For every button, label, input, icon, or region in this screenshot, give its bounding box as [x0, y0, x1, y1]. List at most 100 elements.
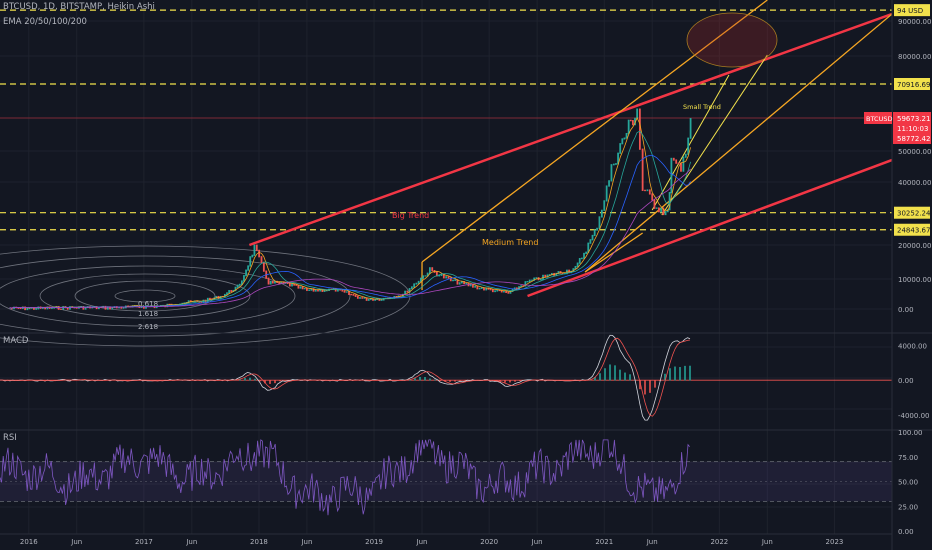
- candle: [472, 284, 474, 288]
- level-price-label-text: 94 USD: [897, 7, 923, 15]
- candle: [236, 284, 239, 288]
- price-scale[interactable]: 4000.00 0.00 -4000.00 100.00 75.00 50.00 25.00…: [864, 18, 931, 536]
- candle: [337, 288, 339, 292]
- candle: [60, 308, 62, 310]
- current-symbol-badge-bg: [864, 111, 892, 124]
- target-ellipse[interactable]: [686, 12, 778, 68]
- fib-circle: [0, 255, 351, 337]
- price-tick: 0.00: [898, 306, 914, 314]
- candle: [363, 297, 366, 299]
- candle: [408, 288, 411, 293]
- fib-circles: 0.618 1.618 2.618: [0, 245, 411, 347]
- candle: [120, 306, 123, 309]
- level-price-label[interactable]: 70916.69: [894, 78, 930, 91]
- candle: [33, 307, 35, 310]
- candle: [278, 281, 281, 284]
- indicator-header[interactable]: EMA 20/50/100/200: [3, 17, 87, 27]
- time-tick: Jun: [646, 538, 658, 546]
- candle: [593, 229, 596, 237]
- trendlines[interactable]: [248, 0, 893, 298]
- time-tick: Jun: [416, 538, 428, 546]
- time-tick: 2021: [595, 538, 613, 546]
- macd-histogram-bar: [629, 374, 631, 381]
- candle: [297, 284, 300, 289]
- big-trend-lower-line[interactable]: [527, 158, 893, 298]
- candle: [660, 207, 663, 213]
- macd-histogram-bar: [679, 367, 681, 381]
- candle: [10, 307, 13, 310]
- candle: [82, 306, 85, 310]
- medium-trend-lower-line[interactable]: [584, 13, 893, 273]
- candle: [106, 306, 109, 310]
- candle: [619, 143, 622, 154]
- candle: [533, 277, 536, 281]
- candle: [612, 163, 615, 166]
- current-price-label[interactable]: 59673.21 11:10:03 58772.42: [893, 111, 931, 144]
- small-trend-upper-line[interactable]: [651, 74, 730, 211]
- secondary-price-text: 58772.42: [897, 135, 930, 143]
- macd-histogram-bar: [619, 369, 621, 381]
- price-tick: 50000.00: [898, 148, 931, 156]
- price-tick: 90000.00: [898, 18, 931, 26]
- rsi-tick: 25.00: [898, 503, 918, 511]
- candle: [249, 256, 252, 267]
- candle: [247, 265, 250, 271]
- candle: [617, 152, 619, 165]
- level-price-label[interactable]: 94 USD: [894, 4, 930, 17]
- candle: [361, 297, 364, 299]
- candle: [480, 287, 483, 289]
- candle: [317, 289, 319, 292]
- fib-label: 1.618: [138, 310, 158, 318]
- fib-circle: [74, 280, 216, 312]
- countdown-text: 11:10:03: [897, 125, 928, 133]
- current-symbol-badge[interactable]: BTCUSD: [864, 111, 892, 124]
- macd-histogram-bar: [499, 380, 501, 382]
- candle: [509, 290, 512, 294]
- time-tick: Jun: [185, 538, 197, 546]
- macd-histogram-bar: [274, 380, 276, 384]
- level-price-label-text: 24843.67: [897, 227, 930, 235]
- time-axis[interactable]: 2016 Jun 2017 Jun 2018 Jun 2019 Jun 2020 Jun 2021 J…: [20, 538, 844, 546]
- rsi-title[interactable]: RSI: [3, 433, 17, 443]
- candle: [303, 287, 306, 290]
- ema-lines: [9, 117, 691, 309]
- rsi-line: [0, 439, 690, 516]
- candle: [240, 280, 243, 285]
- rsi-pane[interactable]: [0, 439, 892, 516]
- candle: [638, 108, 641, 150]
- candle: [625, 133, 628, 139]
- macd-pane[interactable]: [0, 334, 892, 421]
- macd-histogram-bar: [614, 365, 616, 381]
- candle: [600, 209, 603, 218]
- candle: [526, 281, 529, 283]
- candle: [546, 274, 549, 278]
- level-price-label-bg: [894, 206, 930, 219]
- level-price-label[interactable]: 24843.67: [894, 223, 930, 236]
- candle: [422, 275, 425, 279]
- big-trend-upper-line[interactable]: [248, 12, 893, 247]
- candle: [319, 289, 322, 292]
- candle: [109, 306, 111, 310]
- candle: [359, 297, 361, 299]
- macd-title[interactable]: MACD: [3, 336, 29, 346]
- horizontal-levels[interactable]: 94 USD 70916.69 30252.24 24843.67: [0, 4, 931, 236]
- candle: [465, 282, 468, 285]
- current-price-label-bg: [893, 111, 931, 144]
- fib-circle: [0, 245, 411, 347]
- candle: [419, 277, 422, 283]
- candle: [271, 280, 274, 284]
- medium-trend-upper-line[interactable]: [421, 0, 768, 263]
- candle: [629, 119, 632, 122]
- small-trend-lower-line[interactable]: [661, 54, 768, 216]
- level-price-label-bg: [894, 4, 930, 17]
- candle: [367, 298, 370, 301]
- symbol-header[interactable]: BTCUSD, 1D, BITSTAMP, Heikin Ashi: [3, 2, 155, 12]
- level-price-label[interactable]: 30252.24: [894, 206, 931, 219]
- candle: [670, 157, 673, 194]
- candle: [274, 280, 276, 284]
- current-price-text: 59673.21: [897, 115, 930, 123]
- candle: [449, 277, 452, 282]
- macd-histogram-bar: [409, 379, 411, 381]
- macd-histogram-bar: [509, 380, 511, 383]
